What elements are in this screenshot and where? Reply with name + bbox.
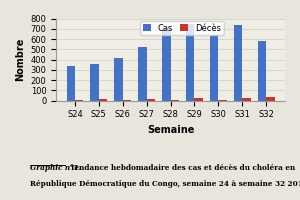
Bar (171, 100, 179, 101)
Bar (99, 99, 107, 101)
Bar (75, 100, 83, 101)
Bar (194, 98, 203, 101)
Bar (234, 25, 242, 101)
Bar (258, 41, 266, 101)
Bar (210, 35, 218, 101)
Text: Tendance hebdomadaire des cas et décès du choléra en: Tendance hebdomadaire des cas et décès d… (64, 164, 295, 172)
Bar (266, 97, 275, 101)
Bar (114, 58, 123, 101)
X-axis label: Semaine: Semaine (147, 125, 194, 135)
Bar (242, 98, 251, 101)
Bar (162, 28, 171, 101)
Bar (67, 66, 75, 101)
Legend: Cas, Décès: Cas, Décès (140, 21, 224, 35)
Text: République Démocratique du Congo, semaine 24 à semaine 32 2016.: République Démocratique du Congo, semain… (30, 180, 300, 188)
Bar (123, 100, 131, 101)
Bar (91, 64, 99, 101)
Bar (147, 99, 155, 101)
Text: Graphic n°1:: Graphic n°1: (30, 164, 81, 172)
Bar (186, 24, 194, 101)
Bar (218, 100, 227, 101)
Y-axis label: Nombre: Nombre (15, 38, 25, 81)
Bar (138, 47, 147, 101)
